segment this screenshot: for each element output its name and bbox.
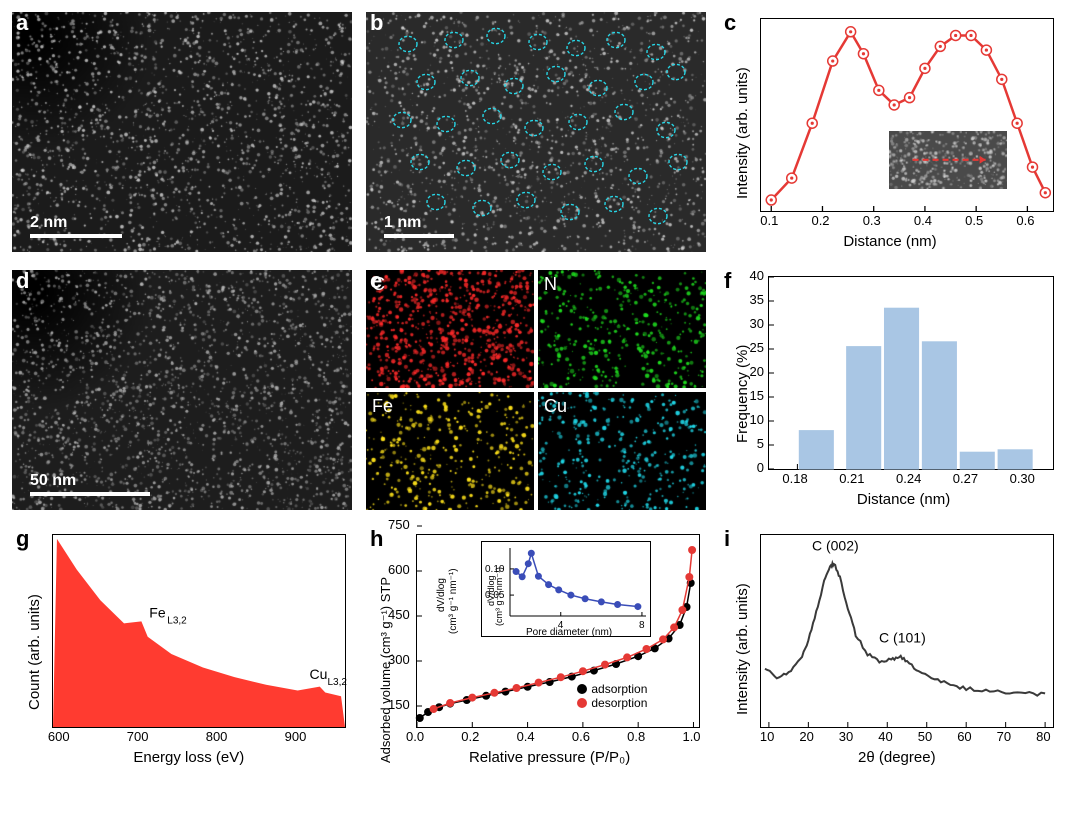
legend-h: adsorptiondesorption [577,682,647,710]
panel-i: i C (002)C (101) 1020304050607080 2θ (de… [720,528,1060,768]
panel-g: g FeL3,2CuL3,2 600700800900 Energy loss … [12,528,352,768]
element-tile-Cu: Cu [538,392,706,510]
panel-d: d 50 nm [12,270,352,510]
panel-label-e: e [370,268,382,294]
chart-f-box [768,276,1054,470]
legend-item: desorption [577,696,647,710]
inset-micrograph-c [889,131,1007,189]
panel-label-a: a [16,10,28,36]
svg-text:Fe: Fe [149,605,166,621]
svg-text:8: 8 [639,620,645,631]
xlabel-c: Distance (nm) [843,233,936,250]
panel-a: a 2 nm [12,12,352,252]
element-label: Fe [372,396,393,417]
svg-text:Cu: Cu [309,666,327,682]
chart-f-svg [769,277,1053,469]
element-tile-C: C [366,270,534,388]
micrograph-a: 2 nm [12,12,352,252]
chart-h-inset-svg: 480.050.10Pore diameter (nm)dV/dlog(cm³ … [482,542,650,636]
panel-e: e CN Fe Cu [366,270,706,510]
panel-label-g: g [16,526,29,552]
svg-text:Pore diameter (nm): Pore diameter (nm) [526,627,612,638]
chart-g-svg: FeL3,2CuL3,2 [53,535,345,727]
chart-g-box: FeL3,2CuL3,2 [52,534,346,728]
xlabel-h: Relative pressure (P/P₀) [469,749,630,766]
scalebar-text-a: 2 nm [30,214,122,232]
svg-text:L3,2: L3,2 [167,616,187,627]
panel-f: f 0.180.210.240.270.30 0510152025303540 … [720,270,1060,510]
scalebar-text-d: 50 nm [30,472,150,490]
micrograph-b: 1 nm [366,12,706,252]
xlabel-g: Energy loss (eV) [133,749,244,766]
ylabel-g: Count (arb. units) [26,595,43,711]
chart-c-box [760,18,1054,212]
element-label: Cu [544,396,567,417]
ylabel-h: Adsorbed volume (cm³ g⁻¹) STP [378,577,394,763]
legend-item: adsorption [577,682,647,696]
micrograph-d: 50 nm [12,270,352,510]
element-label: N [544,274,557,295]
ylabel-f: Frequency (%) [734,344,751,442]
svg-text:(cm³ g⁻¹ nm⁻¹): (cm³ g⁻¹ nm⁻¹) [494,567,504,626]
scalebar-b [384,234,454,238]
scalebar-text-b: 1 nm [384,214,454,232]
ylabel-i: Intensity (arb. units) [734,583,751,715]
scalebar-d [30,492,150,496]
xlabel-i: 2θ (degree) [858,749,936,766]
element-tile-Fe: Fe [366,392,534,510]
element-tile-N: N [538,270,706,388]
panel-label-c: c [724,10,736,36]
element-map-grid: CN Fe Cu [366,270,706,510]
figure-grid: a 2 nm b 1 nm c [12,12,1068,768]
ylabel-c: Intensity (arb. units) [734,67,751,199]
svg-text:C (101): C (101) [879,630,926,646]
inset-arrow-icon [889,131,1007,189]
svg-text:C (002): C (002) [812,537,859,553]
panel-label-d: d [16,268,29,294]
panel-label-i: i [724,526,730,552]
panel-label-b: b [370,10,383,36]
chart-h-box: 480.050.10Pore diameter (nm)dV/dlog(cm³ … [416,534,700,728]
panel-label-h: h [370,526,383,552]
xlabel-f: Distance (nm) [857,491,950,508]
svg-text:L3,2: L3,2 [327,677,347,688]
panel-b: b 1 nm [366,12,706,252]
chart-i-svg: C (002) C (101) [761,535,1053,727]
panel-c: c 0.10.20.30.40.50.6 Distance (nm) Inten… [720,12,1060,252]
chart-i-box: C (002) C (101) [760,534,1054,728]
panel-label-f: f [724,268,731,294]
panel-h: h 480.050.10Pore diameter (nm)dV/dlog(cm… [366,528,706,768]
inset-chart-h: 480.050.10Pore diameter (nm)dV/dlog(cm³ … [481,541,651,637]
scalebar-a [30,234,122,238]
